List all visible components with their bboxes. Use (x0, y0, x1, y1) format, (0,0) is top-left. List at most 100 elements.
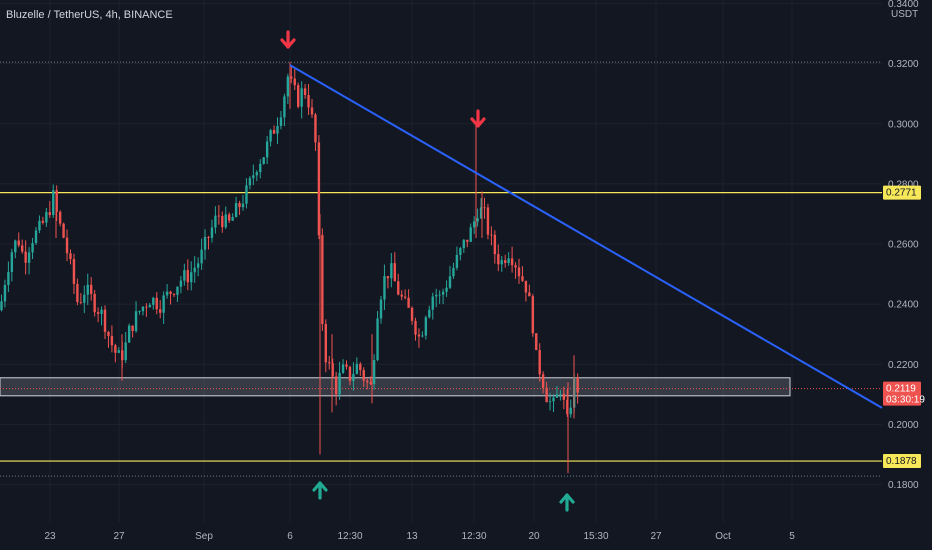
candle-body (535, 333, 538, 350)
candle-body (107, 331, 110, 336)
candle-body (262, 157, 265, 164)
candle-body (466, 239, 469, 242)
candle-body (372, 360, 376, 385)
candle-body (303, 88, 307, 96)
candle-body (476, 218, 479, 222)
arrow-annotations[interactable] (280, 30, 575, 512)
arrow-up-icon[interactable] (559, 493, 575, 512)
candle-body (428, 309, 431, 318)
time-tick-label: 23 (44, 531, 56, 542)
candle-body (431, 296, 434, 310)
candle-body (331, 363, 334, 377)
candle-body (548, 401, 552, 403)
candle-body (134, 311, 138, 332)
candle-body (355, 363, 359, 374)
candle-body (400, 294, 403, 297)
currency-label[interactable]: USDT (891, 9, 919, 20)
price-axis[interactable]: 0.3400 0.3200 0.3000 0.2800 0.2600 0.2400 0.22… (888, 0, 919, 491)
level-high-tag-bg (883, 185, 921, 200)
candle-body (338, 372, 341, 395)
candle-body (272, 130, 276, 134)
candle-body (300, 88, 303, 107)
candle-body (521, 276, 524, 281)
candle-body (410, 307, 414, 321)
arrow-down-icon[interactable] (280, 30, 296, 49)
candle-body (524, 280, 528, 293)
candle-body (210, 227, 214, 238)
candle-body (279, 117, 283, 126)
time-axis[interactable]: 23 27 Sep 6 12:30 13 12:30 20 15:30 27 Oct 5 (44, 531, 795, 542)
candle-body (76, 283, 79, 303)
candle-body (414, 320, 417, 335)
candle-body (255, 172, 258, 176)
time-tick-label: 5 (789, 531, 795, 542)
candle-body (124, 342, 127, 361)
arrow-down-icon[interactable] (470, 109, 486, 128)
candle-body (538, 349, 541, 375)
time-tick-label: 27 (113, 531, 125, 542)
candle-body (200, 249, 203, 264)
candle-body (165, 291, 169, 296)
candle-body (245, 185, 248, 204)
time-tick-label: 13 (406, 531, 418, 542)
trendline[interactable] (289, 64, 883, 409)
candle-body (31, 242, 34, 253)
candle-body (500, 260, 503, 265)
candle-body (207, 236, 210, 238)
candlesticks (0, 62, 579, 474)
candle-body (569, 407, 572, 415)
candle-body (424, 317, 428, 336)
candle-body (27, 252, 31, 263)
candle-body (479, 207, 483, 219)
candle-body (234, 203, 238, 218)
price-tick-label: 0.2600 (888, 240, 919, 251)
candle-body (421, 335, 424, 337)
candle-body (462, 239, 465, 249)
candle-body (217, 215, 221, 217)
candle-body (127, 325, 131, 343)
candle-body (141, 306, 145, 312)
candle-body (328, 362, 331, 364)
candle-body (517, 267, 521, 277)
candle-body (555, 394, 559, 398)
candle-body (345, 364, 348, 367)
candle-body (493, 234, 497, 255)
candle-body (379, 299, 383, 319)
horizontal-levels[interactable] (0, 191, 882, 462)
time-tick-label: 20 (528, 531, 540, 542)
candle-body (103, 309, 107, 332)
candle-body (459, 248, 462, 255)
candle-body (265, 141, 269, 158)
candle-body (90, 284, 93, 294)
candle-body (152, 297, 155, 305)
candle-body (69, 253, 72, 260)
chart-title[interactable]: Bluzelle / TetherUS, 4h, BINANCE (6, 9, 173, 21)
time-tick-label: Oct (715, 531, 731, 542)
candle-body (55, 190, 58, 212)
candle-body (259, 163, 262, 173)
time-tick-label: 12:30 (337, 531, 362, 542)
candle-body (352, 373, 355, 381)
support-zone[interactable] (0, 377, 791, 397)
candle-body (24, 251, 27, 263)
level-high-tag: 0.2771 (886, 188, 917, 199)
candle-body (159, 309, 162, 313)
price-tick-label: 0.3200 (888, 59, 919, 70)
price-tick-label: 0.3000 (888, 119, 919, 130)
arrow-up-icon[interactable] (312, 481, 328, 500)
price-tick-label: 0.2400 (888, 300, 919, 311)
candle-body (45, 212, 48, 223)
candle-body (21, 245, 24, 252)
candle-body (362, 370, 365, 381)
candle-body (369, 382, 372, 385)
candle-body (448, 276, 452, 288)
candle-body (452, 267, 455, 277)
candle-body (562, 393, 566, 400)
candle-body (110, 335, 114, 346)
candle-body (545, 387, 548, 403)
candle-body (231, 217, 234, 221)
candle-body (3, 284, 7, 302)
candle-body (162, 295, 165, 313)
